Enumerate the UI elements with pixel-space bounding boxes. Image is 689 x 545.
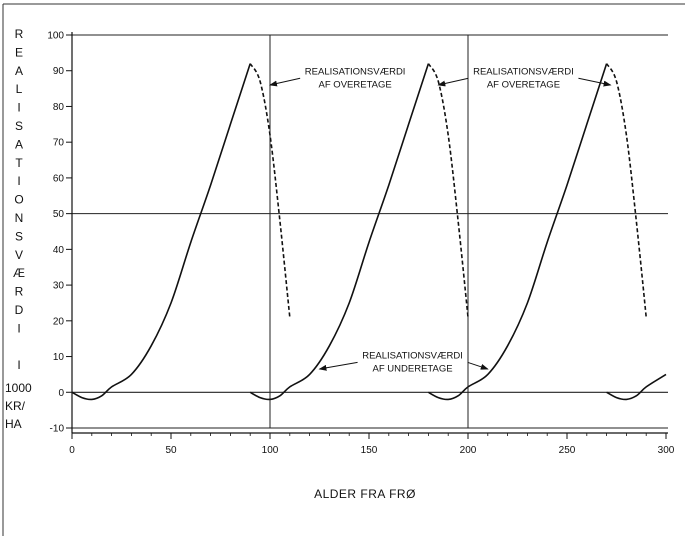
x-tick-label-200: 200 <box>460 445 477 456</box>
series-5-dashed <box>605 63 647 318</box>
x-tick-label-250: 250 <box>559 445 576 456</box>
y-tick-label-10: 10 <box>53 352 65 363</box>
y-tick-label-40: 40 <box>53 245 65 256</box>
grid-lines <box>72 34 668 429</box>
x-axis-label: ALDER FRA FRØ <box>314 487 416 501</box>
axes <box>71 32 668 434</box>
y-label-char-1: E <box>15 45 23 59</box>
y-unit-line-0: 1000 <box>5 381 32 395</box>
series-2-solid <box>249 63 430 401</box>
y-tick-label-30: 30 <box>53 281 65 292</box>
y-label-char-15: D <box>15 303 24 317</box>
y-tick-label-90: 90 <box>53 66 65 77</box>
y-tick-label-20: 20 <box>53 316 65 327</box>
y-label-char-11: S <box>15 229 23 243</box>
x-tick-label-150: 150 <box>361 445 378 456</box>
y-label-char-2: A <box>15 64 23 78</box>
y-label-char-12: V <box>15 248 23 262</box>
annotation-2-line-0: REALISATIONSVÆRDI <box>362 350 463 361</box>
y-tick-label-0: 0 <box>58 388 64 399</box>
annotation-2-arrow-left <box>318 361 358 371</box>
y-label-char-4: I <box>17 101 20 115</box>
series-3-dashed <box>427 63 469 318</box>
annotation-2-arrow-right <box>467 361 489 370</box>
y-tick-label--10: -10 <box>50 424 65 435</box>
series-1-dashed <box>249 63 291 318</box>
y-tick-label-80: 80 <box>53 102 65 113</box>
x-tick-label-0: 0 <box>69 445 75 456</box>
y-unit-line-2: HA <box>5 417 22 431</box>
y-label-char-13: Æ <box>13 266 25 280</box>
y-label-char-7: T <box>15 156 23 170</box>
annotation-1-line-1: AF OVERETAGE <box>487 79 560 90</box>
series-0-solid <box>71 63 251 401</box>
y-axis-unit-label: 1000 KR/HA <box>5 381 32 431</box>
annotation-0-line-1: AF OVERETAGE <box>319 79 392 90</box>
annotation-0-line-0: REALISATIONSVÆRDI <box>305 66 406 77</box>
x-tick-label-100: 100 <box>262 445 279 456</box>
y-unit-line-1: KR/ <box>5 399 26 413</box>
series-6-solid <box>606 373 667 401</box>
y-label-char-3: L <box>16 82 23 96</box>
series-4-solid <box>428 63 608 401</box>
y-label-char-5: S <box>15 119 23 133</box>
annotation-1-arrow-left <box>437 77 469 87</box>
x-tick-label-50: 50 <box>165 445 177 456</box>
annotation-1-line-0: REALISATIONSVÆRDI <box>473 66 574 77</box>
annotation-0-arrow-left <box>269 77 301 87</box>
x-tick-label-300: 300 <box>658 445 675 456</box>
y-label-char-18: I <box>17 358 20 372</box>
y-label-char-8: I <box>17 174 20 188</box>
y-label-char-16: I <box>17 321 20 335</box>
annotation-1-arrow-right <box>578 77 612 87</box>
y-tick-label-50: 50 <box>53 209 65 220</box>
y-tick-label-70: 70 <box>53 138 65 149</box>
annotation-2-line-1: AF UNDERETAGE <box>373 363 453 374</box>
y-label-char-10: N <box>15 211 24 225</box>
x-axis-ticks: 0 50 100 150 200 250 300 <box>69 433 675 456</box>
y-axis-ticks: -10 0 10 20 30 40 50 60 70 80 90 100 <box>47 31 72 435</box>
y-label-char-9: O <box>14 193 23 207</box>
y-label-char-6: A <box>15 137 23 151</box>
y-label-char-0: R <box>15 27 24 41</box>
series-lines <box>71 63 667 401</box>
annotations: REALISATIONSVÆRDI AF OVERETAGE REALISATION… <box>269 66 612 374</box>
y-tick-label-60: 60 <box>53 173 65 184</box>
y-label-char-14: R <box>15 285 24 299</box>
y-tick-label-100: 100 <box>47 31 64 42</box>
